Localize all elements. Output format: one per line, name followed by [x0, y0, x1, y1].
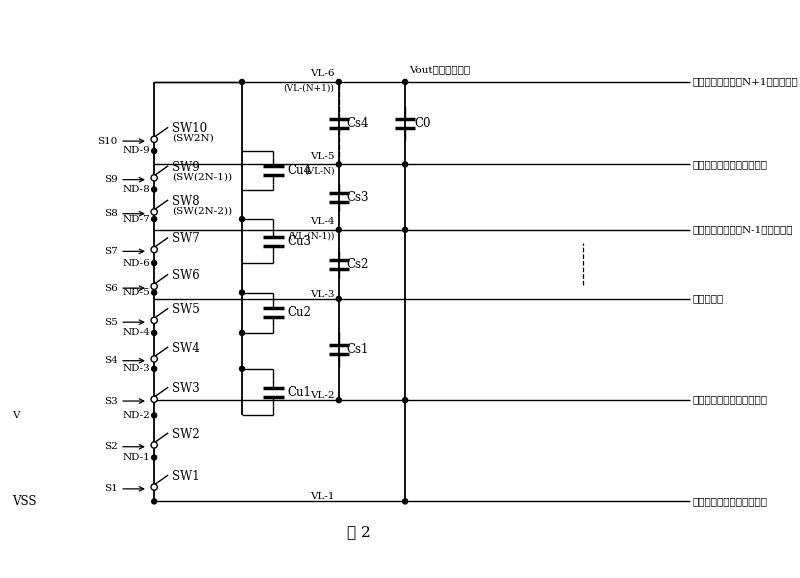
- Circle shape: [152, 455, 157, 460]
- Circle shape: [151, 136, 158, 142]
- Text: S4: S4: [104, 356, 118, 365]
- Circle shape: [152, 261, 157, 265]
- Text: VL-2: VL-2: [310, 391, 334, 400]
- Circle shape: [402, 227, 408, 232]
- Text: SW1: SW1: [172, 470, 200, 483]
- Text: 第３电源线: 第３电源线: [693, 294, 724, 303]
- Text: S2: S2: [104, 442, 118, 451]
- Text: SW2: SW2: [172, 428, 200, 440]
- Circle shape: [151, 175, 158, 181]
- Text: 第５电源线（第Ｎ电源线）: 第５电源线（第Ｎ电源线）: [693, 160, 768, 169]
- Text: SW5: SW5: [172, 303, 200, 316]
- Text: SW7: SW7: [172, 232, 200, 245]
- Text: SW4: SW4: [172, 342, 200, 355]
- Text: Cs3: Cs3: [346, 191, 369, 203]
- Text: S5: S5: [104, 318, 118, 327]
- Circle shape: [239, 79, 245, 84]
- Circle shape: [151, 283, 158, 290]
- Circle shape: [402, 162, 408, 167]
- Circle shape: [151, 442, 158, 448]
- Circle shape: [152, 149, 157, 154]
- Text: Cs1: Cs1: [346, 343, 368, 356]
- Text: S8: S8: [104, 209, 118, 218]
- Circle shape: [336, 162, 342, 167]
- Text: VL-6: VL-6: [310, 69, 334, 79]
- Text: VL-5: VL-5: [310, 152, 334, 161]
- Text: ND-2: ND-2: [123, 411, 150, 420]
- Text: ND-4: ND-4: [123, 328, 150, 338]
- Text: ND-6: ND-6: [123, 258, 150, 268]
- Text: 第６电源线（第（N+1）电源线）: 第６电源线（第（N+1）电源线）: [693, 77, 798, 87]
- Circle shape: [151, 356, 158, 362]
- Circle shape: [152, 290, 157, 295]
- Text: Cu1: Cu1: [288, 386, 311, 399]
- Text: VL-3: VL-3: [310, 290, 334, 299]
- Text: VSS: VSS: [13, 495, 37, 508]
- Circle shape: [151, 246, 158, 253]
- Circle shape: [402, 398, 408, 403]
- Text: 第１电源线（第１电源线）: 第１电源线（第１电源线）: [693, 497, 768, 506]
- Text: ND-9: ND-9: [123, 146, 150, 155]
- Circle shape: [152, 331, 157, 335]
- Circle shape: [239, 366, 245, 371]
- Text: S9: S9: [104, 175, 118, 184]
- Text: SW6: SW6: [172, 269, 200, 282]
- Text: S1: S1: [104, 484, 118, 494]
- Text: 图 2: 图 2: [346, 525, 370, 539]
- Text: Cs4: Cs4: [346, 117, 369, 129]
- Text: Cu3: Cu3: [288, 235, 312, 247]
- Text: (SW2N): (SW2N): [172, 134, 214, 143]
- Circle shape: [336, 297, 342, 301]
- Text: ND-3: ND-3: [123, 364, 150, 373]
- Circle shape: [152, 187, 157, 192]
- Text: SW10: SW10: [172, 122, 207, 135]
- Text: 第４电源线（第（N-1）电源线）: 第４电源线（第（N-1）电源线）: [693, 225, 794, 234]
- Text: S6: S6: [104, 284, 118, 292]
- Text: VL-1: VL-1: [310, 492, 334, 502]
- Circle shape: [151, 484, 158, 490]
- Text: (VL-(N-1)): (VL-(N-1)): [288, 232, 334, 240]
- Text: S3: S3: [104, 397, 118, 406]
- Text: SW9: SW9: [172, 161, 200, 173]
- Circle shape: [151, 317, 158, 324]
- Text: (SW(2N-1)): (SW(2N-1)): [172, 172, 232, 181]
- Text: (VL-N): (VL-N): [304, 166, 334, 175]
- Text: Cu2: Cu2: [288, 306, 311, 319]
- Text: ND-7: ND-7: [123, 214, 150, 224]
- Circle shape: [152, 499, 157, 504]
- Text: S7: S7: [104, 247, 118, 256]
- Text: C0: C0: [414, 117, 430, 129]
- Text: 第２电源线（第２电源线）: 第２电源线（第２电源线）: [693, 396, 768, 405]
- Circle shape: [152, 217, 157, 221]
- Circle shape: [151, 209, 158, 215]
- Circle shape: [239, 217, 245, 221]
- Circle shape: [151, 396, 158, 402]
- Text: (VL-(N+1)): (VL-(N+1)): [283, 84, 334, 92]
- Text: Vout（输出电压）: Vout（输出电压）: [410, 65, 470, 74]
- Circle shape: [152, 413, 157, 418]
- Text: SW3: SW3: [172, 382, 200, 395]
- Circle shape: [239, 290, 245, 295]
- Circle shape: [336, 398, 342, 403]
- Circle shape: [336, 227, 342, 232]
- Text: ND-5: ND-5: [123, 288, 150, 297]
- Circle shape: [239, 331, 245, 335]
- Text: ND-1: ND-1: [123, 453, 150, 462]
- Text: V: V: [13, 411, 20, 420]
- Text: (SW(2N-2)): (SW(2N-2)): [172, 206, 232, 216]
- Circle shape: [402, 79, 408, 84]
- Text: Cs2: Cs2: [346, 258, 368, 271]
- Circle shape: [336, 79, 342, 84]
- Circle shape: [152, 366, 157, 371]
- Text: S10: S10: [97, 136, 118, 146]
- Text: ND-8: ND-8: [123, 185, 150, 194]
- Text: VL-4: VL-4: [310, 217, 334, 226]
- Circle shape: [402, 499, 408, 504]
- Text: Cu4: Cu4: [288, 164, 312, 177]
- Text: SW8: SW8: [172, 195, 200, 208]
